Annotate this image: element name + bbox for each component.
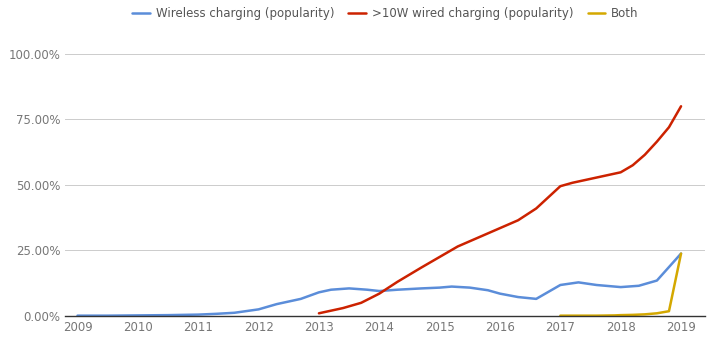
Wireless charging (popularity) [556,283,565,287]
Wireless charging (popularity) [417,286,426,290]
>10W wired charging (popularity) [375,292,384,296]
Both [616,313,625,317]
Legend: Wireless charging (popularity), >10W wired charging (popularity), Both: Wireless charging (popularity), >10W wir… [127,2,643,24]
Both [628,313,637,317]
Wireless charging (popularity) [593,283,601,287]
>10W wired charging (popularity) [604,173,613,177]
Both [593,313,601,318]
Line: >10W wired charging (popularity): >10W wired charging (popularity) [319,106,681,313]
Wireless charging (popularity) [363,288,371,292]
Wireless charging (popularity) [103,313,112,318]
>10W wired charging (popularity) [339,306,348,310]
Wireless charging (popularity) [134,313,142,318]
Wireless charging (popularity) [574,280,583,285]
>10W wired charging (popularity) [478,234,486,238]
Wireless charging (popularity) [212,312,221,316]
>10W wired charging (popularity) [454,244,462,249]
>10W wired charging (popularity) [568,181,577,185]
Wireless charging (popularity) [465,285,474,290]
>10W wired charging (popularity) [417,265,426,270]
>10W wired charging (popularity) [664,125,673,129]
Both [610,313,619,318]
Wireless charging (popularity) [345,286,353,290]
>10W wired charging (popularity) [315,311,324,316]
>10W wired charging (popularity) [580,178,589,182]
Wireless charging (popularity) [435,285,444,290]
Wireless charging (popularity) [532,297,541,301]
Wireless charging (popularity) [375,289,384,293]
>10W wired charging (popularity) [532,206,541,211]
Both [640,312,649,317]
Wireless charging (popularity) [315,290,324,294]
Line: Both: Both [561,253,681,316]
Wireless charging (popularity) [514,295,523,299]
Wireless charging (popularity) [73,313,82,318]
Wireless charging (popularity) [447,284,456,289]
Wireless charging (popularity) [164,313,172,317]
>10W wired charging (popularity) [357,301,366,305]
Both [677,251,686,256]
>10W wired charging (popularity) [393,280,402,284]
Wireless charging (popularity) [273,302,281,306]
Both [556,313,565,318]
>10W wired charging (popularity) [435,255,444,259]
Wireless charging (popularity) [326,288,335,292]
Line: Wireless charging (popularity): Wireless charging (popularity) [78,253,681,316]
>10W wired charging (popularity) [653,140,662,144]
>10W wired charging (popularity) [514,218,523,223]
>10W wired charging (popularity) [556,184,565,188]
Wireless charging (popularity) [297,297,305,301]
>10W wired charging (popularity) [677,104,686,108]
>10W wired charging (popularity) [628,163,637,167]
Both [653,311,662,316]
>10W wired charging (popularity) [496,226,505,230]
Wireless charging (popularity) [230,311,238,315]
Wireless charging (popularity) [393,288,402,292]
Both [574,313,583,318]
Wireless charging (popularity) [496,292,505,296]
Wireless charging (popularity) [254,307,263,312]
>10W wired charging (popularity) [616,170,625,174]
Wireless charging (popularity) [677,251,686,256]
Wireless charging (popularity) [194,312,203,317]
>10W wired charging (popularity) [640,153,649,157]
>10W wired charging (popularity) [593,176,601,180]
Wireless charging (popularity) [635,284,643,288]
Wireless charging (popularity) [653,278,662,283]
Wireless charging (popularity) [616,285,625,289]
Both [664,309,673,313]
Wireless charging (popularity) [483,288,492,292]
>10W wired charging (popularity) [321,310,329,314]
